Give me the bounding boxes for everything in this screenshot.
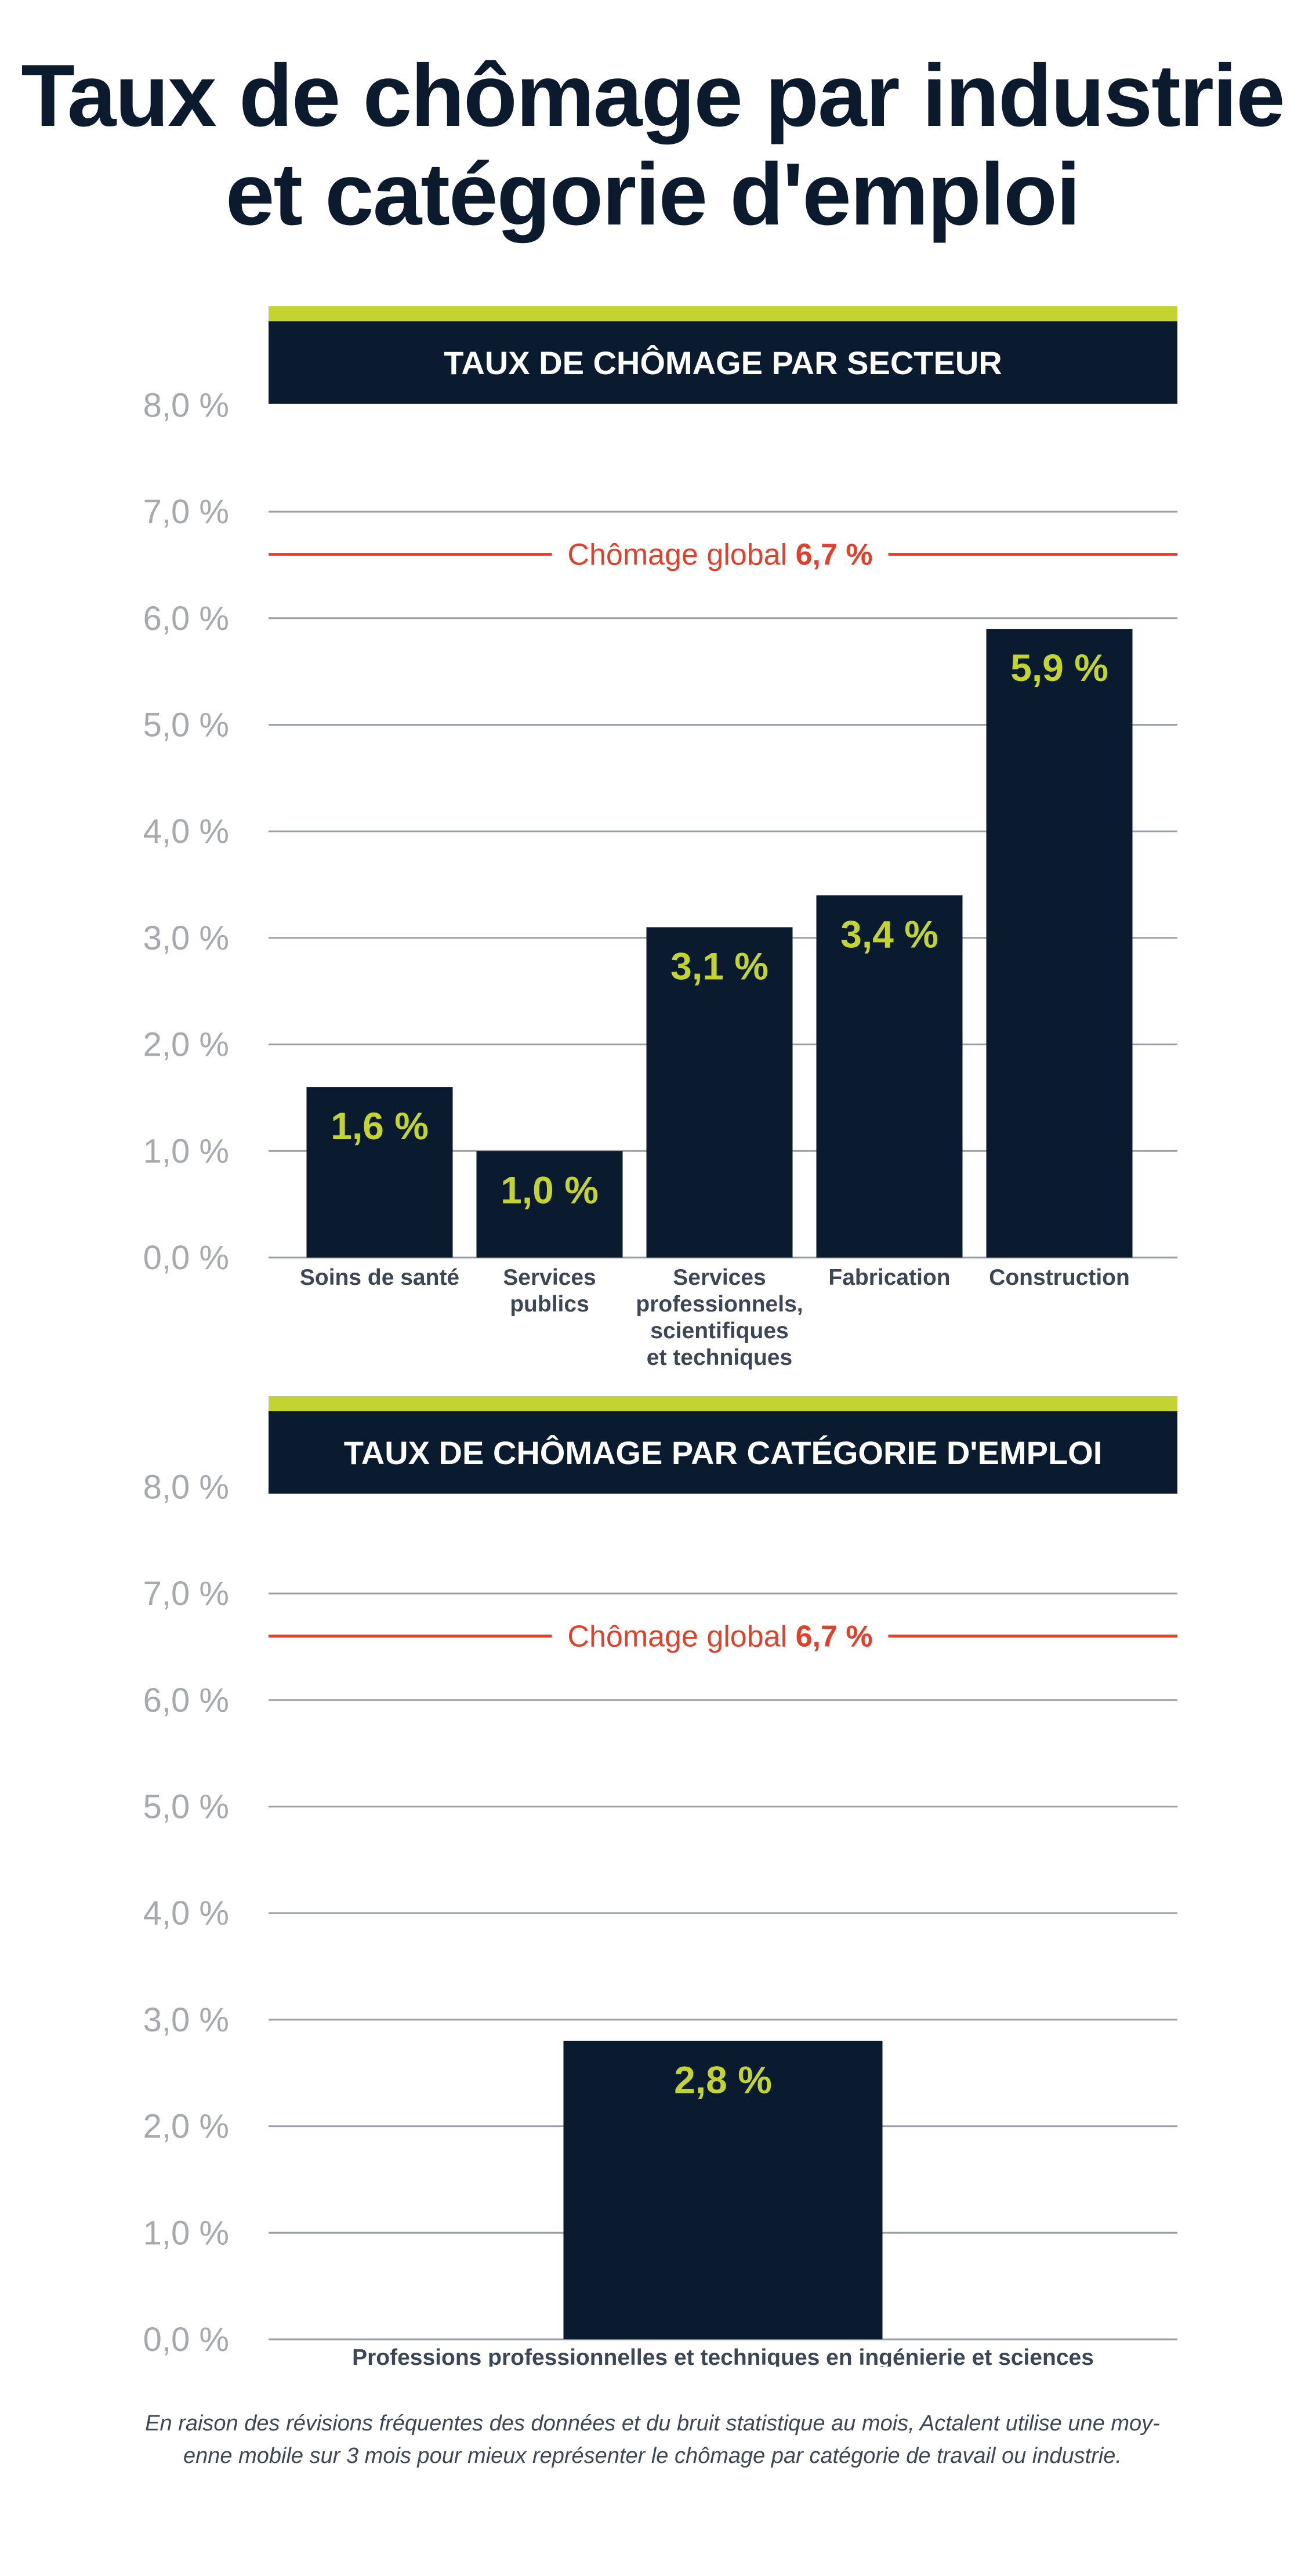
chart-job-category-panel: TAUX DE CHÔMAGE PAR CATÉGORIE D'EMPLOI 0,…	[0, 1381, 1305, 2367]
sector-category-label: scientifiques	[650, 1318, 788, 1343]
job-bar-value-label: 2,8 %	[674, 2059, 772, 2102]
footnote: En raison des révisions fréquentes des d…	[87, 2407, 1218, 2472]
sector-category-label: publics	[510, 1292, 589, 1317]
sector-reference-label: Chômage global 6,7 %	[567, 538, 872, 572]
job-accent-strip	[269, 1396, 1177, 1411]
sector-category-label: Services	[503, 1265, 596, 1290]
job-bar	[563, 2041, 883, 2339]
job-reference-label: Chômage global 6,7 %	[567, 1620, 872, 1654]
sector-y-tick-label: 8,0 %	[143, 386, 229, 424]
job-reference-label-text: Chômage global	[567, 1620, 795, 1654]
job-reference-value: 6,7 %	[796, 1620, 873, 1654]
sector-y-tick-label: 4,0 %	[143, 813, 229, 850]
sector-y-tick-label: 5,0 %	[143, 707, 229, 744]
job-y-tick-label: 0,0 %	[143, 2321, 229, 2358]
title-line-1: Taux de chômage par industrie	[21, 46, 1285, 145]
job-header-band	[269, 1411, 1177, 1494]
job-y-tick-label: 5,0 %	[143, 1788, 229, 1826]
job-chart-title: TAUX DE CHÔMAGE PAR CATÉGORIE D'EMPLOI	[344, 1434, 1103, 1471]
sector-bar	[476, 1151, 623, 1258]
sector-y-tick-label: 3,0 %	[143, 919, 229, 957]
sector-bar	[646, 927, 793, 1258]
page-title: Taux de chômage par industrie et catégor…	[0, 46, 1305, 244]
title-line-2: et catégorie d'emploi	[225, 145, 1081, 244]
sector-category-label: Soins de santé	[300, 1265, 459, 1290]
sector-bar-value-label: 1,0 %	[501, 1168, 599, 1211]
sector-y-tick-label: 1,0 %	[143, 1132, 229, 1170]
sector-chart-title: TAUX DE CHÔMAGE PAR SECTEUR	[444, 345, 1002, 381]
sector-reference-value: 6,7 %	[796, 538, 873, 572]
sector-category-label: professionnels,	[636, 1292, 803, 1317]
job-y-tick-label: 8,0 %	[143, 1468, 229, 1506]
sector-bar	[816, 895, 963, 1258]
sector-category-label: Construction	[989, 1265, 1130, 1290]
chart-sector: TAUX DE CHÔMAGE PAR SECTEUR 0,0 % 1,0 % 2,0…	[143, 306, 1177, 1370]
job-y-tick-label: 3,0 %	[143, 2001, 229, 2039]
sector-y-tick-label: 7,0 %	[143, 493, 229, 531]
footnote-line-2: enne mobile sur 3 mois pour mieux représ…	[183, 2444, 1122, 2468]
sector-y-tick-label: 6,0 %	[143, 600, 229, 637]
sector-reference-label-text: Chômage global	[567, 538, 795, 572]
job-y-tick-label: 6,0 %	[143, 1682, 229, 1719]
job-y-tick-label: 7,0 %	[143, 1575, 229, 1613]
sector-category-label: Fabrication	[828, 1265, 950, 1290]
job-category-label: Professions professionnelles et techniqu…	[352, 2345, 1094, 2367]
chart-sector-panel: TAUX DE CHÔMAGE PAR SECTEUR 0,0 % 1,0 % 2,0…	[143, 306, 1177, 1370]
sector-bar-value-label: 3,1 %	[670, 945, 768, 988]
sector-bar-value-label: 1,6 %	[331, 1104, 429, 1147]
sector-bar	[986, 629, 1133, 1258]
sector-y-tick-label: 2,0 %	[143, 1026, 229, 1064]
sector-category-label: et techniques	[647, 1345, 792, 1370]
job-y-tick-label: 2,0 %	[143, 2108, 229, 2146]
sector-category-label: Services	[673, 1265, 766, 1290]
chart-job-category: TAUX DE CHÔMAGE PAR CATÉGORIE D'EMPLOI 0,…	[143, 1396, 1177, 2367]
sector-accent-strip	[269, 306, 1177, 321]
sector-bar	[306, 1087, 453, 1258]
job-y-tick-label: 1,0 %	[143, 2214, 229, 2252]
sector-header-band	[269, 321, 1177, 404]
sector-y-tick-label: 0,0 %	[143, 1239, 229, 1277]
footnote-line-1: En raison des révisions fréquentes des d…	[145, 2411, 1160, 2436]
job-y-tick-label: 4,0 %	[143, 1894, 229, 1932]
sector-bar-value-label: 3,4 %	[840, 912, 938, 955]
sector-bar-value-label: 5,9 %	[1010, 646, 1108, 689]
